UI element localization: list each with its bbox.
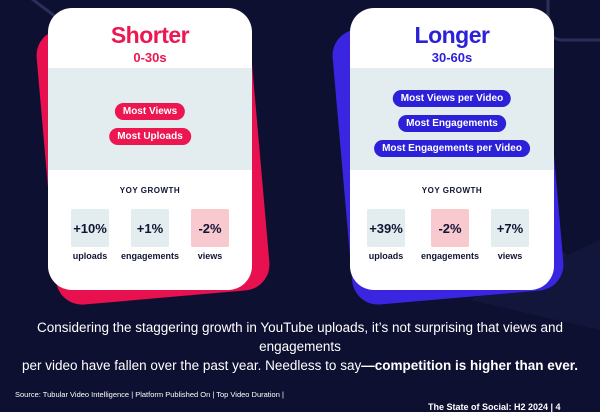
metric-label: engagements	[420, 251, 480, 261]
pill-most-engagements: Most Engagements	[398, 115, 506, 132]
metric-value: -2%	[431, 209, 469, 247]
longer-title: Longer	[414, 22, 490, 48]
metric-label: uploads	[72, 251, 108, 261]
longer-card-body: Longer 30-60s Most Views per Video Most …	[350, 8, 554, 290]
shorter-metric-uploads: +10% uploads	[54, 209, 126, 261]
pill-most-views-per-video: Most Views per Video	[392, 90, 512, 107]
pill-most-uploads: Most Uploads	[109, 128, 191, 145]
longer-metric-views: +7% views	[474, 209, 546, 261]
caption-line-1: Considering the staggering growth in You…	[36, 320, 564, 354]
shorter-metric-views: -2% views	[174, 209, 246, 261]
shorter-card-body: Shorter 0-30s Most Views Most Uploads YO…	[48, 8, 252, 290]
metric-label: views	[197, 251, 223, 261]
page-footer: The State of Social: H2 2024 | 4	[428, 402, 561, 412]
metric-label: views	[497, 251, 523, 261]
longer-metric-engagements: -2% engagements	[414, 209, 486, 261]
metric-label: engagements	[120, 251, 180, 261]
longer-metric-uploads: +39% uploads	[350, 209, 422, 261]
longer-card: Longer 30-60s Most Views per Video Most …	[330, 8, 566, 307]
metric-value: +10%	[71, 209, 109, 247]
longer-highlights-band: Most Views per Video Most Engagements Mo…	[350, 68, 554, 170]
shorter-range: 0-30s	[133, 50, 167, 65]
source-note: Source: Tubular Video Intelligence | Pla…	[15, 390, 284, 399]
metric-value: +7%	[491, 209, 529, 247]
shorter-card: Shorter 0-30s Most Views Most Uploads YO…	[34, 8, 272, 307]
metric-value: +1%	[131, 209, 169, 247]
shorter-highlights-band: Most Views Most Uploads	[48, 68, 252, 170]
pill-most-engagements-per-video: Most Engagements per Video	[374, 140, 530, 157]
caption-line-2-bold: —competition is higher than ever.	[361, 358, 578, 373]
metric-label: uploads	[368, 251, 404, 261]
metric-value: -2%	[191, 209, 229, 247]
caption-line-2: per video have fallen over the past year…	[0, 356, 600, 375]
metric-value: +39%	[367, 209, 405, 247]
caption: Considering the staggering growth in You…	[0, 318, 600, 375]
shorter-yoy-label: YOY GROWTH	[119, 186, 181, 195]
longer-yoy-label: YOY GROWTH	[421, 186, 483, 195]
pill-most-views: Most Views	[114, 103, 186, 120]
shorter-metric-engagements: +1% engagements	[114, 209, 186, 261]
caption-line-2-plain: per video have fallen over the past year…	[22, 358, 362, 373]
shorter-title: Shorter	[110, 22, 190, 48]
longer-range: 30-60s	[431, 50, 473, 65]
